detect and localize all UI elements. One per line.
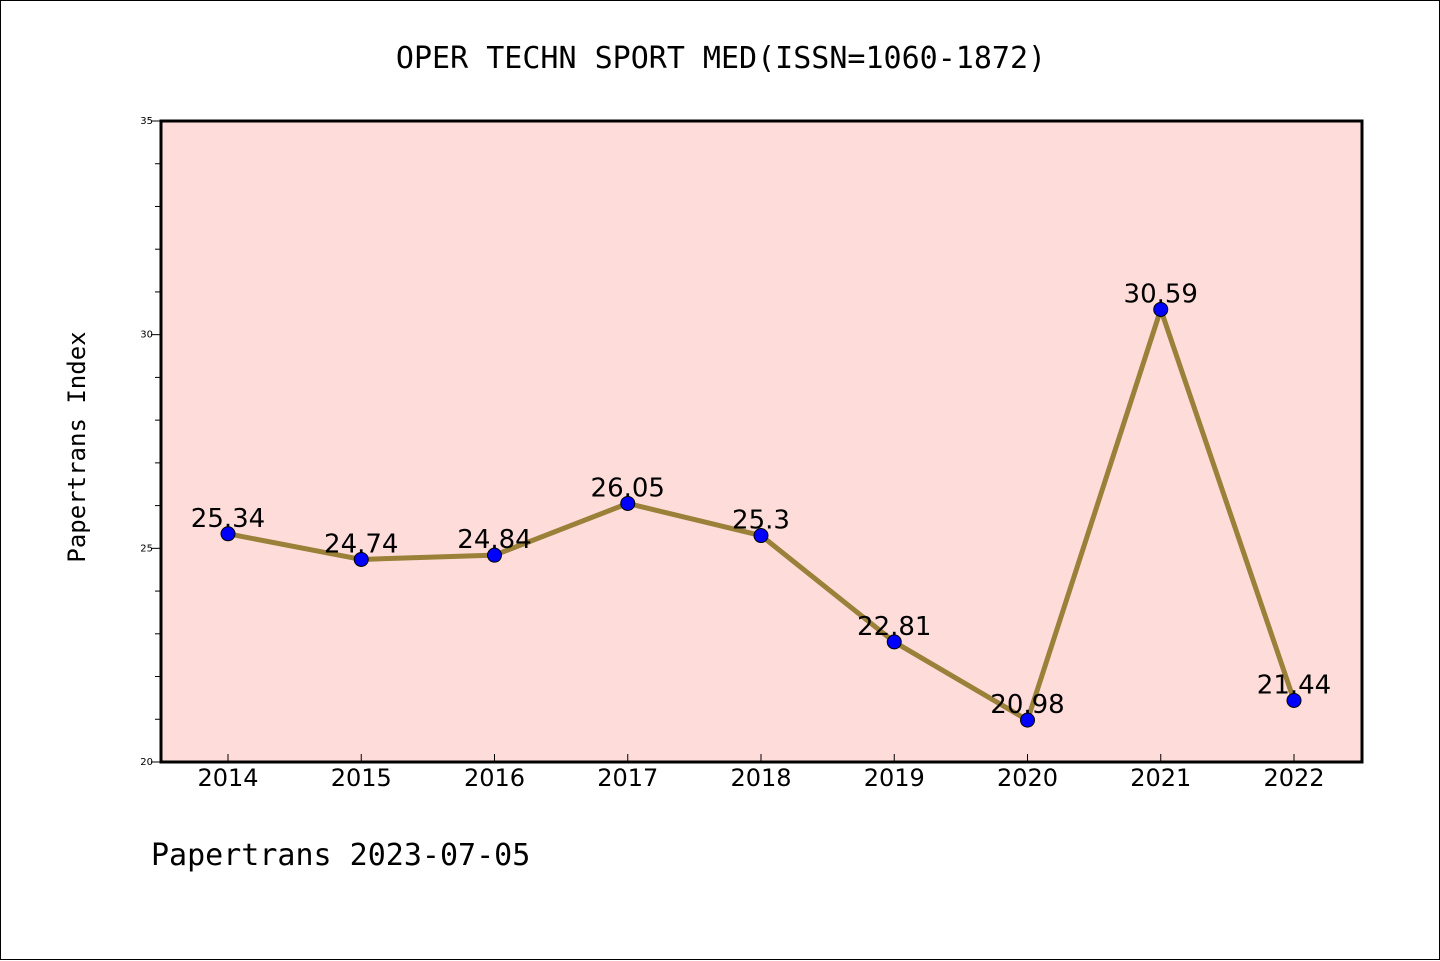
x-tick-label: 2019 [864, 764, 925, 792]
y-tick-label: 20 [140, 757, 153, 768]
data-points [220, 301, 1302, 728]
footer-text: Papertrans 2023-07-05 [151, 838, 530, 873]
data-point [1020, 712, 1035, 728]
data-point [753, 528, 769, 544]
x-tick-label: 2017 [597, 764, 658, 792]
data-point [353, 551, 369, 567]
x-tick-label: 2015 [331, 764, 392, 792]
x-tick-label: 2018 [730, 764, 791, 792]
y-tick-label: 25 [140, 543, 153, 554]
y-tick-label: 35 [140, 116, 153, 127]
chart-title: OPER TECHN SPORT MED(ISSN=1060-1872) [396, 41, 1046, 76]
data-point [220, 526, 236, 542]
x-tick-label: 2021 [1130, 764, 1191, 792]
plot-border [159, 119, 1364, 764]
data-point [620, 495, 636, 511]
data-point [886, 634, 902, 650]
data-point [1286, 692, 1302, 708]
x-tick-label: 2020 [997, 764, 1058, 792]
x-tick-label: 2022 [1263, 764, 1324, 792]
data-point [487, 547, 502, 563]
plot-area [161, 121, 1362, 762]
data-point [1153, 301, 1169, 317]
y-tick-labels: 20 25 30 35 [140, 116, 153, 768]
y-axis-label: Papertrans Index [63, 331, 91, 562]
x-tick-label: 2014 [197, 764, 258, 792]
x-tick-label: 2016 [464, 764, 525, 792]
y-tick-label: 30 [140, 330, 153, 341]
x-tick-labels: 2014 2015 2016 2017 2018 2019 2020 2021 2022 [197, 764, 1324, 792]
